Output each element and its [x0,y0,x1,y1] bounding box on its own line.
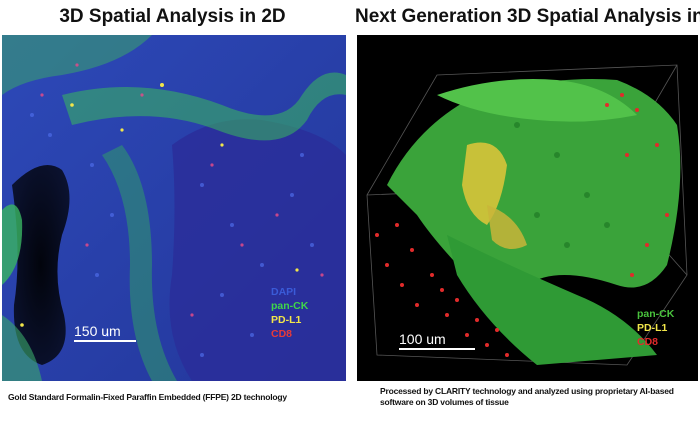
legend-item-pan-ck: pan-CK [637,308,675,320]
micrograph-2d: DAPI pan-CK PD-L1 CD8 150 um [2,35,346,381]
legend-item-cd8: CD8 [637,336,659,348]
left-panel-title: 3D Spatial Analysis in 2D [59,6,286,27]
rendering-3d: pan-CK PD-L1 CD8 100 um [357,35,698,381]
caption-2d: Gold Standard Formalin-Fixed Paraffin Em… [8,392,287,402]
legend-item-pd-l1: PD-L1 [271,314,302,326]
scale-bar-2d: 150 um [74,323,136,342]
right-panel-title: Next Generation 3D Spatial Analysis in 3… [355,6,700,27]
legend-item-cd8: CD8 [271,328,293,340]
legend-item-pan-ck: pan-CK [271,300,309,312]
scale-bar-line [74,340,136,342]
scale-bar-3d: 100 um [399,331,475,350]
scale-bar-line [399,348,475,350]
legend-3d: pan-CK PD-L1 CD8 [637,307,674,349]
scale-bar-label: 100 um [399,331,446,347]
scale-bar-label: 150 um [74,323,121,339]
caption-3d: Processed by CLARITY technology and anal… [380,386,674,407]
legend-2d: DAPI pan-CK PD-L1 CD8 [271,285,308,341]
legend-item-dapi: DAPI [271,286,297,298]
legend-item-pd-l1: PD-L1 [637,322,668,334]
